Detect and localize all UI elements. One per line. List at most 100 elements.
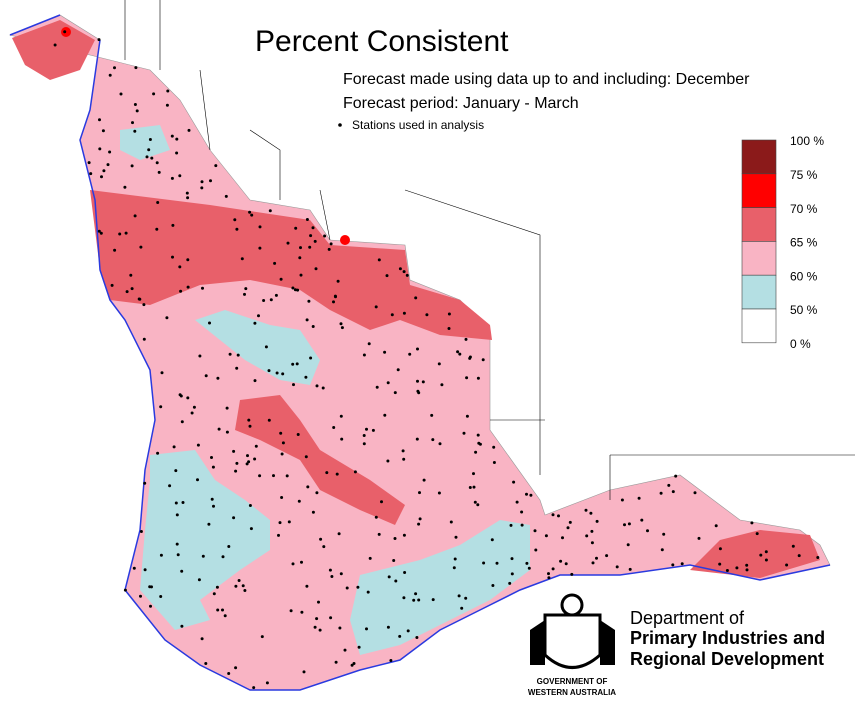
- station: [176, 553, 180, 557]
- station: [208, 321, 211, 325]
- station: [374, 305, 378, 309]
- station: [393, 391, 397, 395]
- station: [570, 572, 574, 576]
- station: [292, 383, 295, 387]
- station: [476, 503, 480, 507]
- station: [403, 571, 407, 574]
- station: [100, 175, 103, 179]
- station: [416, 347, 419, 351]
- station: [299, 246, 302, 250]
- station: [237, 579, 241, 582]
- station: [232, 516, 236, 520]
- station: [168, 484, 172, 488]
- station: [396, 368, 400, 372]
- station: [414, 592, 418, 596]
- station: [476, 433, 480, 437]
- station: [179, 289, 183, 293]
- station: [190, 411, 194, 415]
- station: [200, 637, 204, 641]
- station: [745, 563, 749, 567]
- station: [131, 121, 134, 125]
- station: [525, 561, 529, 565]
- station: [330, 575, 334, 578]
- station: [328, 568, 332, 572]
- station: [321, 386, 325, 390]
- station: [267, 418, 271, 422]
- station: [674, 474, 678, 478]
- station: [640, 518, 644, 522]
- station: [175, 513, 179, 517]
- legend-swatch: [741, 308, 777, 344]
- region-65-70: [90, 190, 492, 340]
- station: [300, 610, 304, 614]
- station: [362, 353, 366, 357]
- station: [285, 474, 289, 478]
- station: [476, 376, 480, 380]
- station: [315, 384, 319, 388]
- station: [279, 277, 283, 281]
- station: [225, 406, 229, 410]
- station: [302, 670, 306, 674]
- station: [356, 585, 360, 589]
- station: [318, 628, 322, 632]
- station: [637, 496, 641, 500]
- station: [201, 554, 205, 558]
- station: [334, 660, 338, 664]
- station: [620, 498, 624, 502]
- station: [584, 508, 588, 512]
- station: [123, 185, 127, 189]
- station: [365, 627, 368, 631]
- station: [166, 89, 170, 93]
- station: [365, 427, 368, 431]
- station: [123, 588, 127, 592]
- station: [297, 499, 301, 503]
- station: [697, 536, 701, 540]
- station: [99, 231, 103, 235]
- station: [204, 374, 208, 378]
- crest: [543, 613, 602, 669]
- supporters: [530, 620, 615, 665]
- region-50-60: [350, 520, 530, 655]
- station: [417, 522, 421, 526]
- station: [425, 313, 429, 317]
- station: [145, 155, 149, 159]
- station: [366, 590, 370, 594]
- station: [233, 218, 237, 222]
- stations: [53, 30, 820, 690]
- station: [332, 300, 335, 304]
- station: [422, 478, 426, 482]
- station: [124, 231, 128, 235]
- station: [156, 201, 160, 204]
- station: [234, 666, 238, 670]
- station: [139, 245, 143, 249]
- station: [152, 92, 156, 96]
- station: [250, 213, 254, 217]
- station: [118, 232, 122, 236]
- legend: 100 % 75 % 70 % 65 % 60 % 50 % 0 %: [741, 134, 824, 351]
- station: [185, 191, 189, 195]
- station: [492, 461, 496, 464]
- station: [119, 92, 123, 96]
- station: [291, 562, 295, 566]
- station: [172, 445, 176, 449]
- station: [336, 279, 340, 283]
- station: [431, 438, 435, 442]
- station: [192, 405, 196, 409]
- station: [405, 273, 409, 277]
- station: [98, 118, 101, 122]
- station: [113, 248, 117, 252]
- station: [464, 596, 468, 600]
- station: [287, 520, 291, 524]
- station: [196, 478, 199, 482]
- station: [278, 521, 282, 525]
- region-50-60: [120, 125, 170, 160]
- station: [464, 337, 468, 341]
- station: [186, 258, 190, 262]
- station: [343, 648, 347, 652]
- station: [377, 258, 381, 262]
- station: [235, 227, 239, 231]
- station: [254, 444, 258, 448]
- station: [253, 379, 257, 383]
- legend-label: 60 %: [790, 269, 818, 283]
- station: [235, 461, 239, 465]
